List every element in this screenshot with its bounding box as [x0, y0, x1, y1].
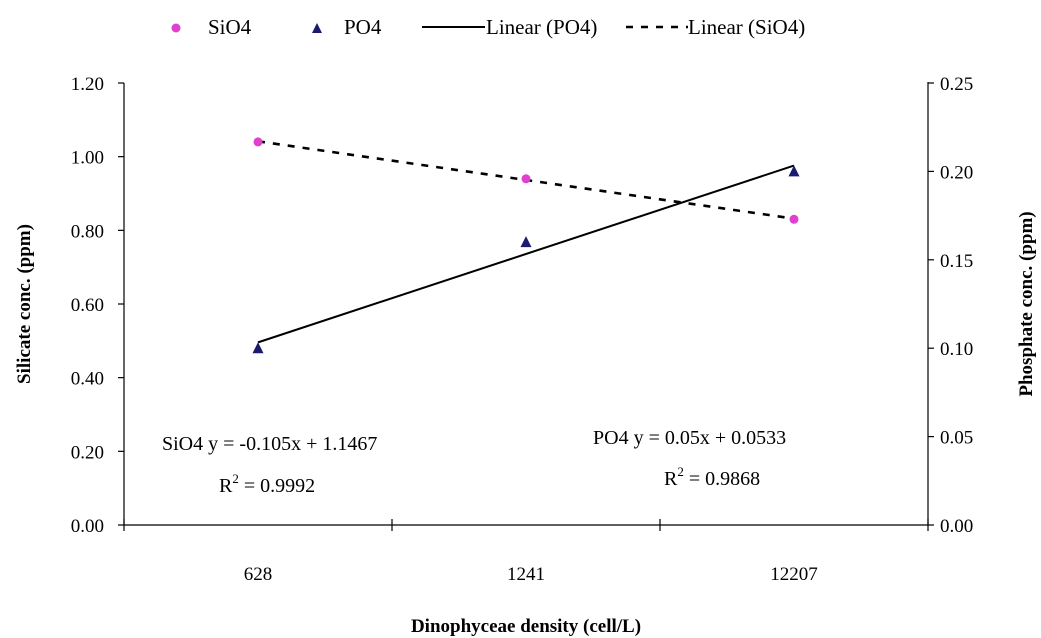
sio4-r2-value: = 0.9992: [239, 475, 315, 497]
x-tick-label: 1241: [507, 564, 545, 585]
left-y-tick-label: 0.00: [71, 516, 104, 537]
right-y-tick-label: 0.20: [940, 162, 973, 183]
legend-label-po4: PO4: [344, 15, 382, 39]
right-y-tick-label: 0.00: [940, 516, 973, 537]
right-y-ticks: 0.00 0.05 0.10 0.15 0.20 0.25: [928, 74, 973, 537]
po4-r2-value: = 0.9868: [684, 468, 760, 490]
po4-r2: R2 = 0.9868: [664, 464, 760, 490]
left-y-axis-title: Silicate conc. (ppm): [14, 224, 35, 384]
legend-label-sio4: SiO4: [208, 15, 252, 39]
trendline-po4: [257, 164, 795, 344]
legend-label-linear-po4: Linear (PO4): [486, 15, 597, 39]
sio4-equation: SiO4 y = -0.105x + 1.1467: [162, 433, 377, 455]
point-po4: [252, 342, 264, 354]
left-y-tick-label: 0.20: [71, 442, 104, 463]
data-points: [252, 137, 800, 354]
po4-r2-superscript: 2: [677, 464, 684, 479]
x-ticks: 628 1241 12207: [123, 519, 929, 585]
point-sio4: [253, 137, 263, 147]
x-tick-label: 628: [244, 564, 273, 585]
legend-marker-po4: [312, 23, 322, 33]
point-sio4: [521, 174, 531, 184]
point-po4: [520, 236, 532, 248]
right-y-tick-label: 0.10: [940, 339, 973, 360]
legend-label-linear-sio4: Linear (SiO4): [688, 15, 805, 39]
point-sio4: [789, 214, 799, 224]
x-tick-label: 12207: [770, 564, 818, 585]
left-y-tick-label: 0.60: [71, 295, 104, 316]
legend: SiO4 PO4 Linear (PO4) Linear (SiO4): [171, 15, 805, 39]
point-po4: [788, 165, 800, 177]
left-y-tick-label: 0.40: [71, 369, 104, 390]
po4-equation: PO4 y = 0.05x + 0.0533: [593, 427, 786, 449]
sio4-r2: R2 = 0.9992: [219, 471, 315, 497]
sio4-r2-superscript: 2: [232, 471, 239, 486]
left-y-tick-label: 1.20: [71, 74, 104, 95]
right-y-tick-label: 0.05: [940, 428, 973, 449]
right-y-tick-label: 0.15: [940, 251, 973, 272]
sio4-r2-prefix: R: [219, 475, 233, 497]
left-y-tick-label: 1.00: [71, 148, 104, 169]
right-y-tick-label: 0.25: [940, 74, 973, 95]
right-y-axis-title: Phosphate conc. (ppm): [1016, 211, 1037, 396]
x-axis-title: Dinophyceae density (cell/L): [411, 616, 641, 637]
left-y-ticks: 0.00 0.20 0.40 0.60 0.80 1.00 1.20: [71, 74, 124, 537]
po4-r2-prefix: R: [664, 468, 678, 490]
legend-marker-sio4: [171, 23, 181, 33]
left-y-tick-label: 0.80: [71, 221, 104, 242]
